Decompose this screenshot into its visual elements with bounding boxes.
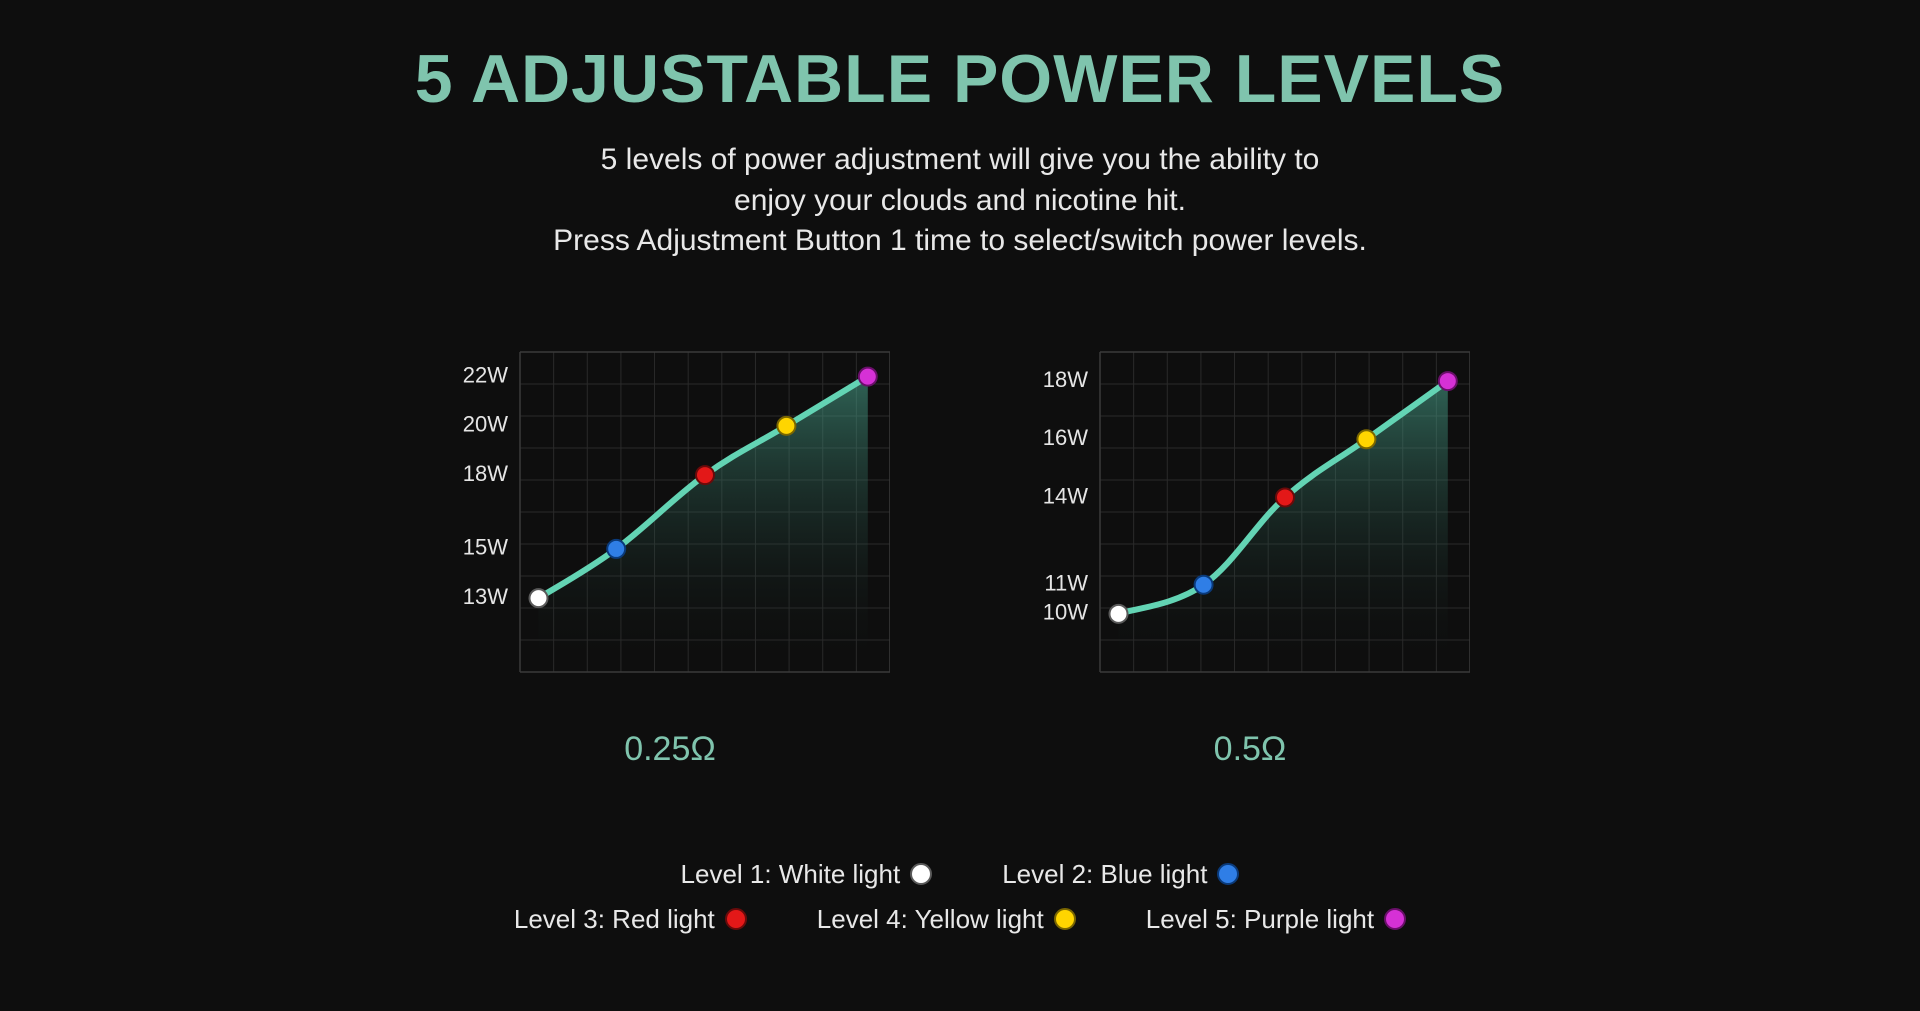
charts-row: 13W 15W 18W 20W 22W 0.25Ω 10W 11W 14W 16W 18W 0.… — [450, 342, 1470, 769]
chart-marker — [607, 539, 625, 557]
legend-item: Level 1: White light — [681, 859, 933, 890]
legend-dot-icon — [1054, 908, 1076, 930]
y-tick-label: 15W — [463, 534, 508, 559]
y-tick-label: 10W — [1043, 599, 1088, 624]
legend-item: Level 4: Yellow light — [817, 904, 1076, 935]
power-chart-1: 10W 11W 14W 16W 18W — [1030, 342, 1470, 702]
legend: Level 1: White lightLevel 2: Blue lightL… — [514, 859, 1406, 935]
chart-marker — [1110, 604, 1128, 622]
y-tick-label: 14W — [1043, 483, 1088, 508]
legend-text: Level 1: White light — [681, 859, 901, 890]
chart-label-0: 0.25Ω — [624, 730, 716, 769]
legend-dot-icon — [1384, 908, 1406, 930]
power-chart-0: 13W 15W 18W 20W 22W — [450, 342, 890, 702]
legend-dot-icon — [1217, 863, 1239, 885]
legend-dot-icon — [910, 863, 932, 885]
chart-marker — [1439, 372, 1457, 390]
chart-marker — [696, 466, 714, 484]
chart-label-1: 0.5Ω — [1214, 730, 1287, 769]
page-container: 5 ADJUSTABLE POWER LEVELS 5 levels of po… — [0, 0, 1920, 1011]
legend-text: Level 2: Blue light — [1002, 859, 1207, 890]
chart-marker — [859, 367, 877, 385]
y-tick-label: 18W — [1043, 366, 1088, 391]
legend-item: Level 3: Red light — [514, 904, 747, 935]
y-tick-label: 22W — [463, 362, 508, 387]
legend-item: Level 5: Purple light — [1146, 904, 1406, 935]
chart-wrap-0: 13W 15W 18W 20W 22W 0.25Ω — [450, 342, 890, 769]
subtitle-line: Press Adjustment Button 1 time to select… — [553, 224, 1367, 257]
page-subtitle: 5 levels of power adjustment will give y… — [553, 140, 1367, 262]
y-tick-label: 20W — [463, 411, 508, 436]
legend-text: Level 4: Yellow light — [817, 904, 1044, 935]
legend-item: Level 2: Blue light — [1002, 859, 1239, 890]
chart-wrap-1: 10W 11W 14W 16W 18W 0.5Ω — [1030, 342, 1470, 769]
legend-text: Level 3: Red light — [514, 904, 715, 935]
y-tick-label: 13W — [463, 583, 508, 608]
y-tick-label: 18W — [463, 460, 508, 485]
subtitle-line: enjoy your clouds and nicotine hit. — [734, 184, 1186, 217]
chart-marker — [1276, 488, 1294, 506]
legend-row: Level 3: Red light Level 4: Yellow light L… — [514, 904, 1406, 935]
chart-marker — [777, 416, 795, 434]
page-title: 5 ADJUSTABLE POWER LEVELS — [415, 40, 1505, 118]
legend-dot-icon — [725, 908, 747, 930]
y-tick-label: 11W — [1044, 570, 1088, 595]
chart-marker — [1357, 430, 1375, 448]
chart-marker — [530, 589, 548, 607]
legend-row: Level 1: White light Level 2: Blue light — [681, 859, 1240, 890]
y-tick-label: 16W — [1043, 425, 1088, 450]
chart-marker — [1195, 575, 1213, 593]
legend-text: Level 5: Purple light — [1146, 904, 1374, 935]
subtitle-line: 5 levels of power adjustment will give y… — [601, 143, 1320, 176]
